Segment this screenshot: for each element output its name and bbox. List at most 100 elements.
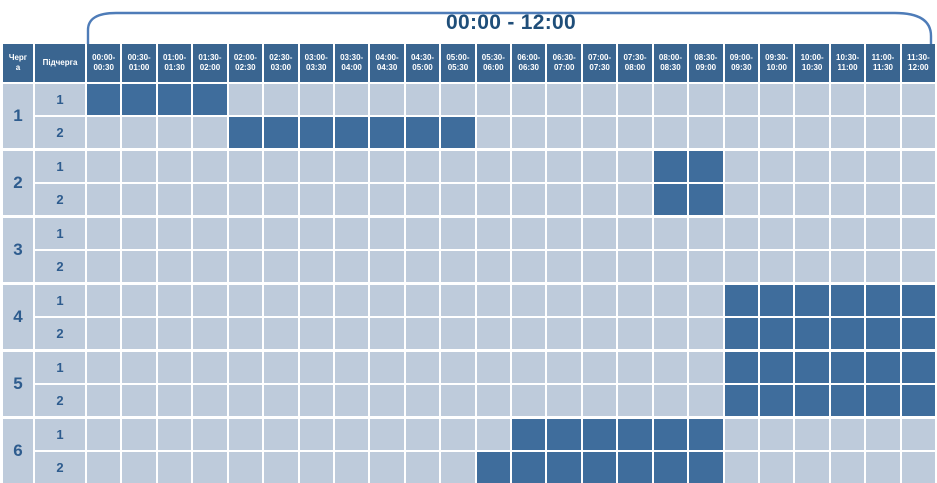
empty-cell [228,218,263,249]
empty-cell [228,385,263,416]
empty-cell [689,84,723,115]
empty-cell [157,184,192,215]
empty-cell [866,419,900,450]
empty-cell [618,318,652,349]
outage-cell [760,285,794,316]
empty-cell [830,184,865,215]
outage-cell [866,352,900,383]
outage-cell [299,117,333,148]
empty-cell [830,218,865,249]
empty-cell [157,151,192,182]
empty-cell [830,151,865,182]
empty-cell [760,419,794,450]
empty-cell [866,117,900,148]
subqueue-label: 1 [35,419,85,450]
empty-cell [157,285,192,316]
empty-cell [901,184,936,215]
schedule-row: 1 [35,285,936,316]
schedule-row: 1 [35,218,936,249]
empty-cell [547,318,581,349]
time-slot-header: 11:00- 11:30 [866,44,900,82]
empty-cell [122,385,156,416]
empty-cell [334,84,369,115]
empty-cell [405,218,440,249]
subqueue-label: 1 [35,352,85,383]
time-slot-header: 02:30- 03:00 [264,44,298,82]
subqueue-label: 1 [35,84,85,115]
empty-cell [689,318,723,349]
empty-cell [476,419,511,450]
empty-cell [582,218,617,249]
empty-cell [122,452,156,483]
empty-cell [370,285,404,316]
outage-cell [760,318,794,349]
empty-cell [724,218,759,249]
empty-cell [441,452,475,483]
empty-cell [370,419,404,450]
empty-cell [795,452,829,483]
empty-cell [157,318,192,349]
empty-cell [760,184,794,215]
empty-cell [441,318,475,349]
outage-cell [830,285,865,316]
subqueue-label: 2 [35,318,85,349]
time-slot-header: 06:30- 07:00 [547,44,581,82]
empty-cell [512,385,546,416]
empty-cell [87,452,121,483]
empty-cell [476,352,511,383]
schedule-row: 1 [35,84,936,115]
empty-cell [689,352,723,383]
empty-cell [122,218,156,249]
empty-cell [405,318,440,349]
empty-cell [193,385,227,416]
empty-cell [334,218,369,249]
empty-cell [653,251,688,282]
empty-cell [405,385,440,416]
empty-cell [228,151,263,182]
empty-cell [618,151,652,182]
outage-cell [334,117,369,148]
outage-cell [582,452,617,483]
empty-cell [512,218,546,249]
empty-cell [157,419,192,450]
empty-cell [334,318,369,349]
empty-cell [866,84,900,115]
empty-cell [87,419,121,450]
empty-cell [901,218,936,249]
empty-cell [724,184,759,215]
empty-cell [618,385,652,416]
empty-cell [228,419,263,450]
empty-cell [512,84,546,115]
time-range-bracket [86,11,933,46]
empty-cell [193,352,227,383]
time-slot-header: 09:00- 09:30 [724,44,759,82]
empty-cell [193,184,227,215]
empty-cell [370,251,404,282]
empty-cell [512,151,546,182]
empty-cell [547,352,581,383]
outage-cell [901,318,936,349]
empty-cell [264,151,298,182]
outage-cell [760,385,794,416]
empty-cell [582,285,617,316]
empty-cell [122,318,156,349]
empty-cell [724,452,759,483]
subqueue-label: 1 [35,285,85,316]
queue-label: 1 [3,84,33,148]
empty-cell [689,218,723,249]
empty-cell [299,218,333,249]
empty-cell [618,84,652,115]
empty-cell [299,184,333,215]
empty-cell [228,352,263,383]
empty-cell [122,419,156,450]
outage-cell [866,285,900,316]
empty-cell [795,184,829,215]
empty-cell [334,251,369,282]
empty-cell [264,218,298,249]
schedule-row: 1 [35,352,936,383]
empty-cell [795,84,829,115]
outage-cell [441,117,475,148]
schedule-row: 2 [35,117,936,148]
empty-cell [264,452,298,483]
